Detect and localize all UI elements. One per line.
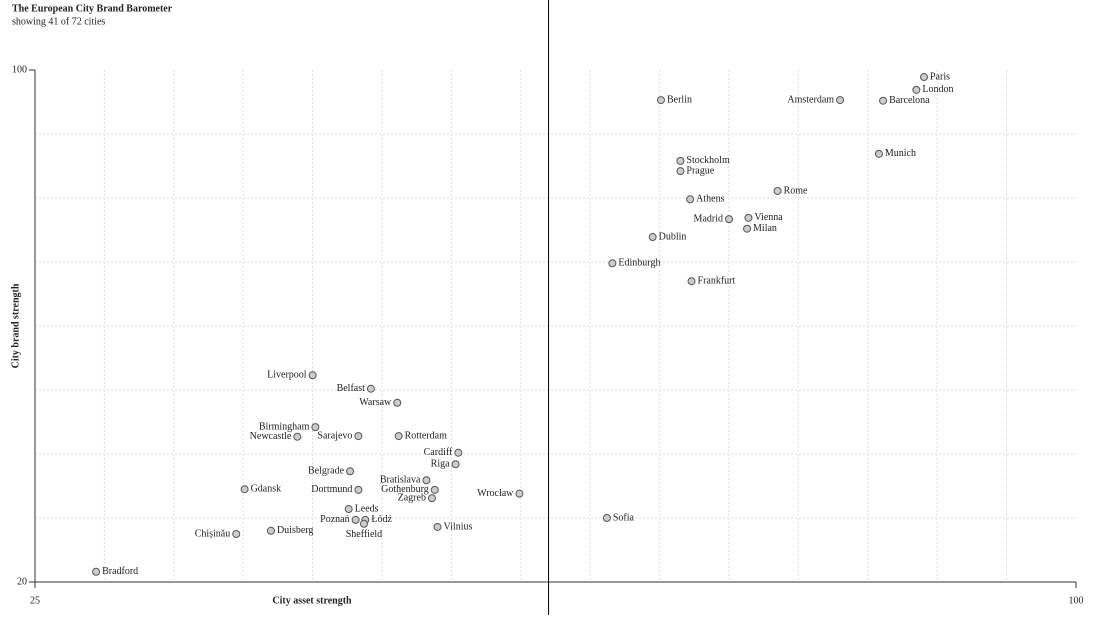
point: [359, 519, 368, 528]
chart-subtitle: showing 41 of 72 cities: [12, 16, 105, 27]
point: [451, 460, 460, 469]
point: [687, 277, 696, 286]
point-label: Gdansk: [251, 483, 282, 494]
point-label: Bratislava: [380, 475, 421, 486]
y-axis-label: City brand strength: [10, 283, 21, 368]
point: [725, 215, 733, 224]
point: [422, 476, 431, 485]
point: [676, 156, 685, 165]
point: [743, 224, 752, 233]
point: [346, 467, 355, 476]
point: [656, 96, 665, 105]
point: [836, 96, 845, 105]
point-label: Sarajevo: [317, 430, 352, 441]
point: [602, 514, 611, 522]
point: [293, 432, 302, 441]
point-label: Liverpool: [267, 370, 307, 381]
point-label: Stockholm: [686, 155, 730, 166]
point: [354, 432, 363, 441]
point-label: Berlin: [667, 94, 692, 105]
point: [515, 489, 524, 498]
point-label: London: [922, 84, 953, 95]
point: [686, 195, 695, 204]
point: [354, 485, 363, 494]
y-tick-label: 20: [17, 576, 27, 587]
point-label: Riga: [431, 459, 450, 470]
point: [394, 432, 403, 441]
point: [433, 522, 442, 531]
point-label: Rotterdam: [405, 430, 447, 441]
point-label: Belfast: [337, 383, 366, 394]
point-label: Newcastle: [250, 431, 292, 442]
point-label: Leeds: [355, 503, 379, 514]
point-label: Duisberg: [277, 525, 313, 536]
point-label: Dortmund: [311, 484, 352, 495]
point: [344, 505, 353, 514]
point: [427, 494, 436, 503]
x-axis-label: City asset strength: [272, 595, 352, 606]
point-label: Zagreb: [398, 492, 426, 503]
point: [351, 515, 360, 524]
point: [920, 73, 929, 82]
point-label: Chișinău: [195, 528, 231, 539]
point-label: Milan: [753, 223, 777, 234]
point-label: Warsaw: [359, 397, 392, 408]
point-label: Prague: [686, 165, 714, 176]
point-label: Wrocław: [477, 488, 514, 499]
point-label: Łódź: [371, 514, 392, 525]
point-label: Paris: [930, 71, 950, 82]
point: [393, 398, 402, 407]
point-label: Bradford: [102, 566, 138, 577]
point: [773, 186, 782, 195]
point-label: Cardiff: [424, 447, 453, 458]
y-tick-label: 100: [12, 64, 27, 75]
point-label: Rome: [784, 185, 808, 196]
point-label: Athens: [696, 194, 724, 205]
point-label: Poznań: [320, 514, 349, 525]
point-label: Edinburgh: [618, 258, 660, 269]
point-label: Barcelona: [889, 95, 930, 106]
point-label: Vilnius: [444, 521, 473, 532]
point-label: Munich: [885, 148, 916, 159]
x-tick-label: 25: [30, 595, 40, 606]
point-label: Belgrade: [308, 466, 345, 477]
point: [744, 213, 753, 222]
chart-title: The European City Brand Barometer: [12, 3, 173, 14]
point: [608, 259, 617, 268]
point-label: Gothenburg: [381, 484, 429, 495]
point: [676, 167, 685, 176]
point-label: Vienna: [754, 212, 783, 223]
point-label: Sheffield: [346, 529, 382, 540]
point: [366, 384, 375, 393]
point-label: Frankfurt: [698, 275, 736, 286]
point: [912, 85, 921, 94]
point: [874, 149, 883, 158]
point: [232, 530, 241, 538]
point-label: Birmingham: [259, 421, 310, 432]
point: [308, 371, 317, 380]
point: [454, 448, 463, 457]
point-label: Amsterdam: [787, 94, 834, 105]
point: [311, 423, 320, 432]
point-label: Sofia: [613, 512, 635, 523]
point: [240, 485, 249, 494]
x-tick-label: 100: [1069, 595, 1084, 606]
point-label: Dublin: [659, 231, 687, 242]
point: [266, 526, 275, 535]
point-label: Madrid: [694, 213, 723, 224]
point: [648, 233, 657, 242]
point: [92, 567, 101, 576]
point: [879, 96, 888, 105]
point: [430, 485, 439, 494]
